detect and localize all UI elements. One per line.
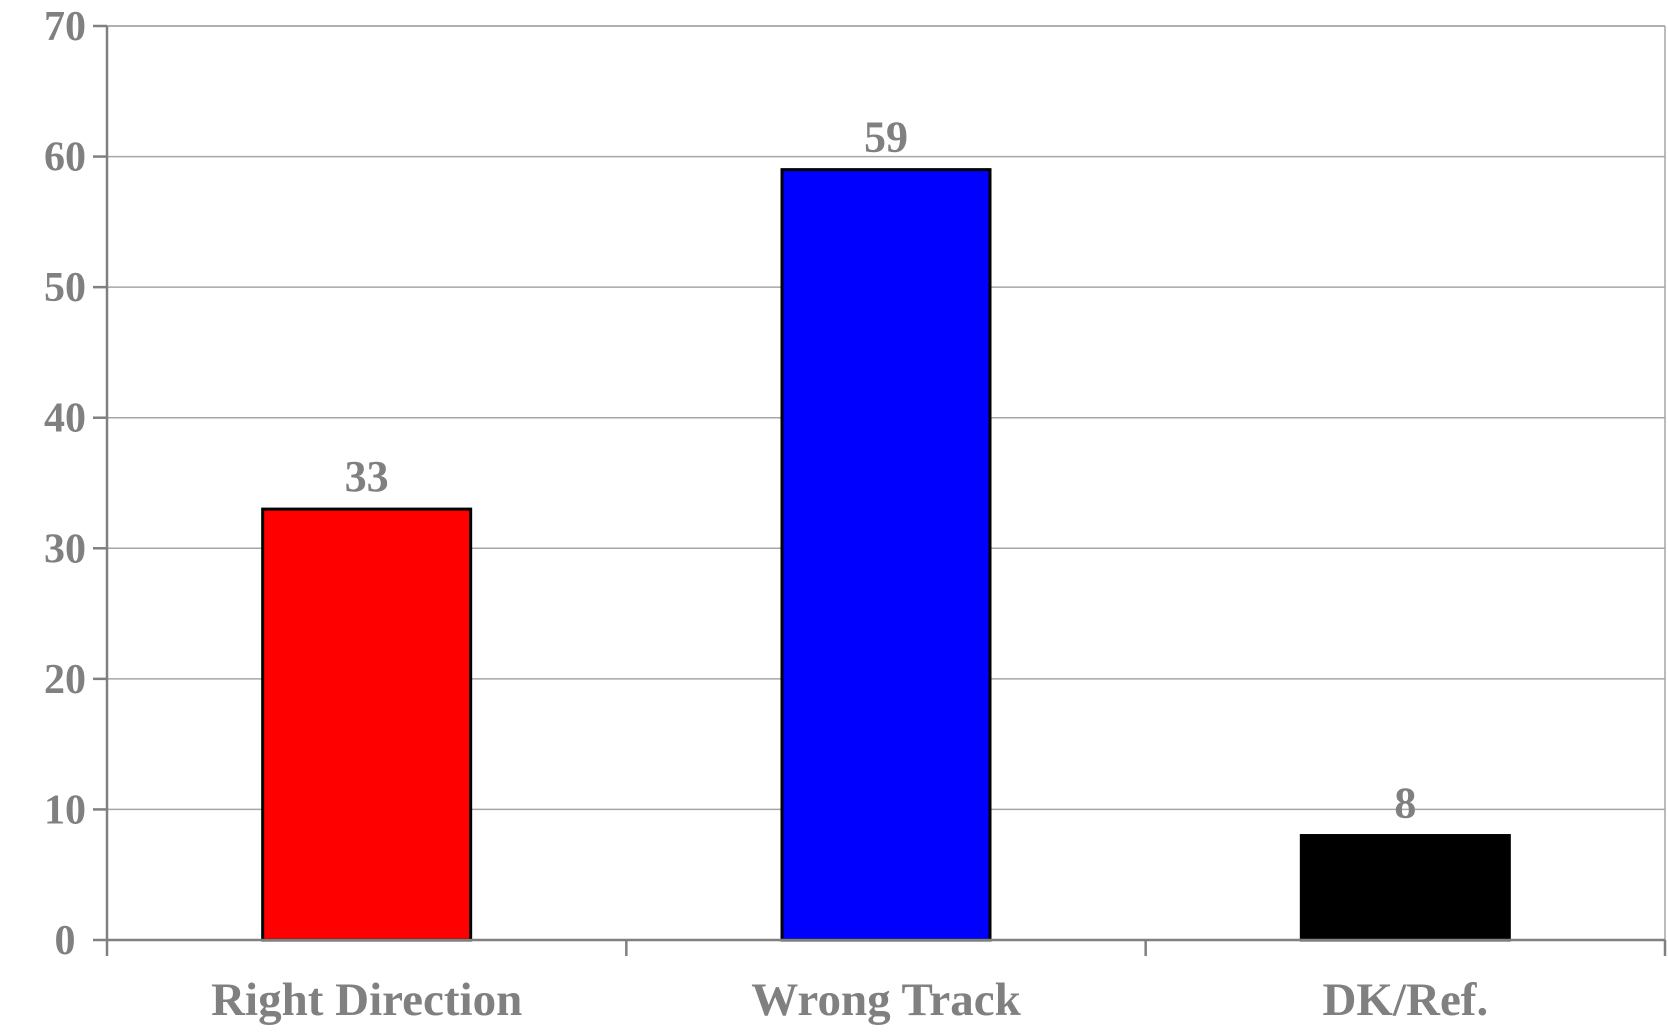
bars	[261, 168, 1511, 942]
data-label: 59	[864, 113, 908, 162]
x-tick-label: Right Direction	[211, 974, 522, 1026]
x-tick-label: Wrong Track	[751, 974, 1021, 1026]
x-tick-labels: Right Direction Wrong Track DK/Ref.	[211, 974, 1488, 1026]
y-tick-label: 0	[55, 918, 76, 964]
axes	[93, 24, 1667, 956]
x-tick-label: DK/Ref.	[1322, 974, 1488, 1026]
y-tick-label: 20	[44, 657, 86, 703]
y-tick-label: 30	[44, 526, 86, 572]
y-tick-label: 40	[44, 396, 86, 442]
data-label: 33	[345, 452, 389, 501]
y-tick-label: 10	[44, 787, 86, 833]
y-tick-label: 50	[44, 265, 86, 311]
y-tick-label: 60	[44, 135, 86, 181]
data-labels: 33 59 8	[345, 113, 1417, 828]
bar-wrong-track	[780, 168, 992, 942]
bar-right-direction	[261, 507, 473, 942]
y-tick-labels: 0 10 20 30 40 50 60 70	[44, 4, 86, 964]
y-tick-label: 70	[44, 4, 86, 50]
data-label: 8	[1394, 779, 1416, 828]
bar-dk-ref	[1299, 834, 1511, 942]
